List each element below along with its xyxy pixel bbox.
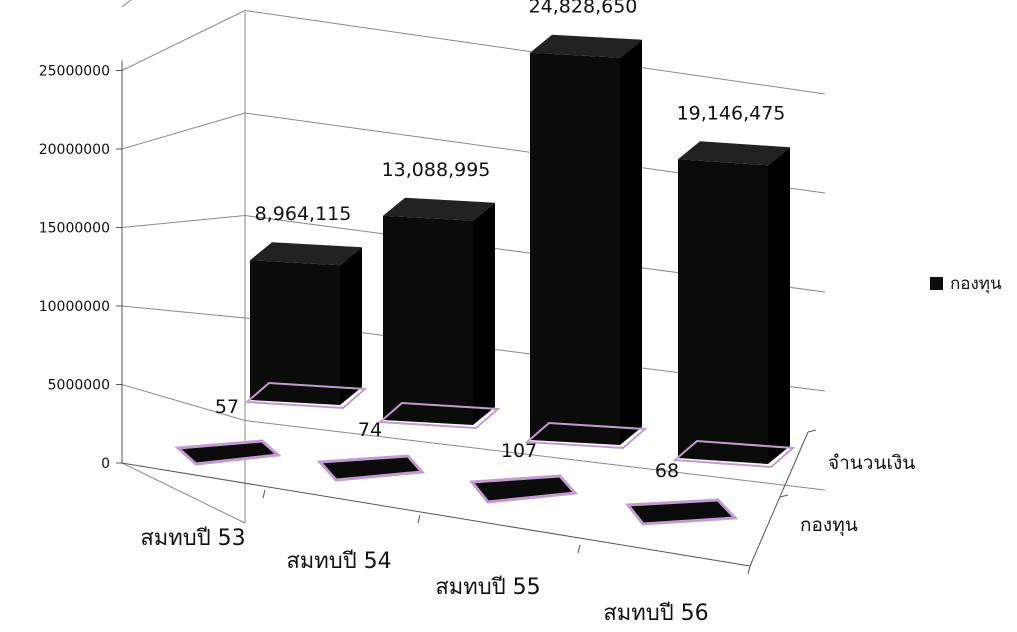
x-tick-label: สมทบปี 56: [603, 601, 708, 626]
bars: [174, 34, 796, 526]
bar: [383, 215, 473, 425]
gridline-side: [121, 0, 132, 8]
series-label: กองทุน: [800, 514, 858, 537]
data-label: 8,964,115: [255, 203, 352, 225]
bar: [678, 159, 768, 465]
gridline-side: [121, 305, 246, 319]
y-tick-label: 5000000: [48, 378, 110, 394]
bar-top: [678, 141, 790, 166]
bar-base-outline: [524, 421, 648, 450]
x-tick-label: สมทบปี 55: [435, 575, 540, 600]
depth-tick-mark: [807, 429, 817, 433]
bar-side: [620, 39, 642, 445]
x-tick-mark: [747, 565, 751, 575]
data-label: 24,828,650: [529, 0, 638, 18]
data-label: 13,088,995: [382, 159, 491, 181]
depth-axis-line: [749, 431, 809, 567]
gridline-back: [244, 420, 826, 491]
y-tick-label: 25000000: [39, 64, 110, 80]
legend-swatch: [930, 277, 943, 290]
gridline-side: [121, 215, 246, 228]
bar-side: [473, 202, 495, 425]
data-label: 57: [215, 396, 239, 418]
bar-side: [340, 247, 362, 405]
x-tick-mark: [262, 489, 266, 499]
bar-side: [768, 147, 790, 465]
bar: [469, 474, 579, 504]
series-label: จำนวนเงิน: [828, 452, 915, 474]
data-label: 68: [655, 460, 679, 482]
data-label: 107: [501, 440, 537, 462]
bar-top: [383, 197, 495, 221]
y-tick-label: 15000000: [39, 221, 110, 237]
bar-top: [250, 242, 362, 266]
y-tick-label: 10000000: [39, 299, 110, 315]
depth-tick-mark: [779, 494, 789, 498]
gridline-side: [121, 112, 246, 150]
x-tick-mark: [577, 544, 581, 554]
bar: [316, 454, 426, 482]
y-axis-ticks: 0 5000000 10000000 15000000 20000000 25000000: [39, 64, 122, 472]
legend: กองทุน: [930, 274, 1002, 294]
bar: [174, 439, 282, 466]
legend-label: กองทุน: [950, 274, 1002, 294]
gridline-side: [121, 384, 246, 421]
data-label: 74: [358, 419, 382, 441]
bar: [250, 260, 340, 405]
gridline-side: [121, 462, 246, 524]
data-labels: 8,964,115 13,088,995 24,828,650 19,146,475 5…: [215, 0, 785, 482]
x-tick-mark: [417, 514, 421, 524]
category-labels: สมทบปี 53 สมทบปี 54 สมทบปี 55 สมทบปี 56: [140, 526, 708, 626]
data-label: 19,146,475: [677, 102, 786, 124]
x-tick-label: สมทบปี 54: [286, 549, 391, 574]
gridline-side: [121, 10, 246, 71]
y-tick-label: 0: [101, 456, 110, 472]
bar: [530, 52, 620, 445]
y-tick-label: 20000000: [39, 142, 110, 158]
x-axis-line: [121, 462, 751, 567]
bar: [625, 498, 739, 526]
bar-base-outline: [244, 381, 368, 410]
bar-top: [530, 34, 642, 58]
bar-base-outline: [377, 401, 501, 430]
bar-base-outline: [672, 439, 796, 469]
x-tick-label: สมทบปี 53: [140, 526, 245, 551]
